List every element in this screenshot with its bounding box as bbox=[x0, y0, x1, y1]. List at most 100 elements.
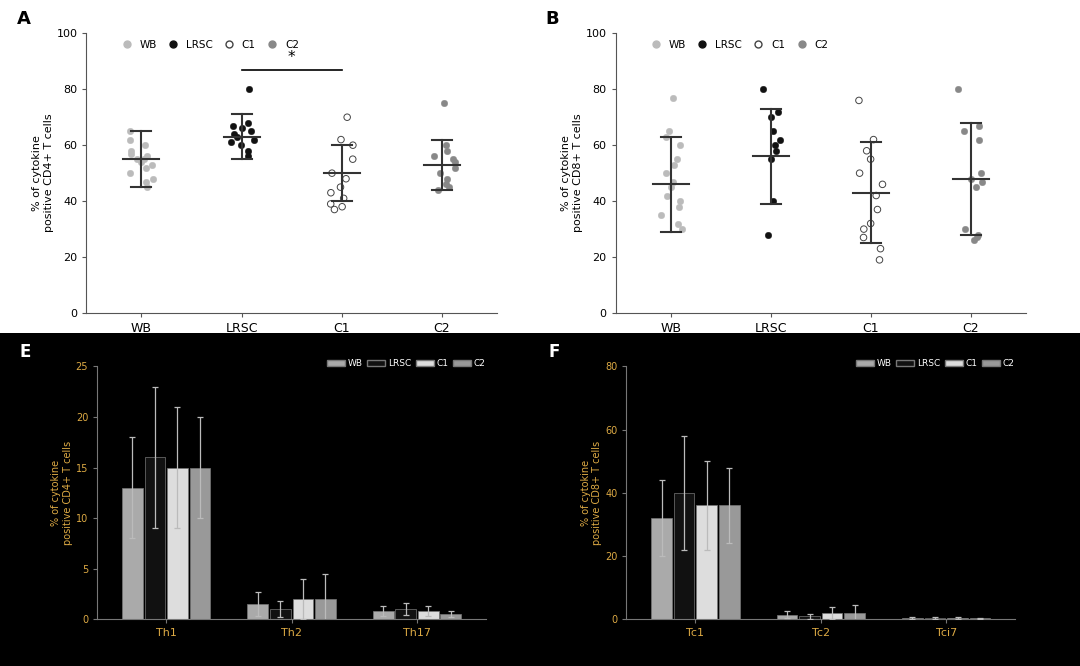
Point bbox=[129, 154, 146, 165]
Point bbox=[858, 145, 875, 156]
Point bbox=[855, 224, 873, 234]
Point bbox=[438, 173, 456, 184]
Point bbox=[240, 117, 257, 128]
Point bbox=[762, 112, 780, 123]
Point bbox=[662, 182, 679, 192]
Point bbox=[446, 163, 463, 173]
Bar bbox=[719, 505, 740, 619]
Bar bbox=[373, 611, 393, 619]
Point bbox=[755, 84, 772, 95]
Point bbox=[121, 135, 138, 145]
Point bbox=[674, 224, 691, 234]
Point bbox=[855, 232, 873, 243]
Point bbox=[232, 140, 249, 151]
Point bbox=[765, 196, 782, 206]
Point bbox=[669, 154, 686, 165]
Point bbox=[132, 157, 149, 167]
Point bbox=[233, 123, 251, 134]
Point bbox=[766, 140, 783, 151]
Point bbox=[445, 154, 462, 165]
Point bbox=[337, 173, 354, 184]
Point bbox=[956, 126, 973, 137]
Point bbox=[121, 168, 138, 178]
Point bbox=[326, 204, 343, 215]
Point bbox=[123, 145, 140, 156]
Point bbox=[332, 182, 349, 192]
Point bbox=[671, 201, 688, 212]
Point bbox=[962, 173, 980, 184]
Bar bbox=[845, 613, 865, 619]
Bar bbox=[799, 616, 820, 619]
Point bbox=[969, 232, 986, 243]
Point bbox=[322, 198, 339, 209]
Bar bbox=[122, 488, 143, 619]
Bar bbox=[947, 618, 968, 619]
Text: E: E bbox=[19, 343, 31, 361]
Point bbox=[123, 149, 140, 159]
Bar bbox=[270, 609, 291, 619]
Point bbox=[441, 182, 458, 192]
Point bbox=[762, 154, 780, 165]
Point bbox=[139, 182, 157, 192]
Legend: WB, LRSC, C1, C2: WB, LRSC, C1, C2 bbox=[323, 356, 489, 372]
Point bbox=[323, 168, 340, 178]
Point bbox=[664, 176, 681, 187]
Point bbox=[338, 112, 355, 123]
Point bbox=[228, 131, 245, 142]
Point bbox=[769, 107, 786, 117]
Point bbox=[239, 151, 256, 162]
Point bbox=[333, 135, 350, 145]
Point bbox=[241, 84, 258, 95]
Point bbox=[970, 229, 987, 240]
Bar bbox=[674, 493, 694, 619]
Point bbox=[665, 159, 683, 170]
Bar bbox=[190, 468, 211, 619]
Point bbox=[771, 135, 788, 145]
Bar bbox=[902, 618, 922, 619]
Point bbox=[872, 243, 889, 254]
Text: B: B bbox=[545, 10, 559, 28]
Point bbox=[345, 154, 362, 165]
Point bbox=[446, 157, 463, 167]
Point bbox=[136, 140, 153, 151]
Point bbox=[431, 168, 448, 178]
Text: *: * bbox=[287, 51, 296, 65]
Bar bbox=[441, 614, 461, 619]
Point bbox=[867, 190, 885, 201]
Point bbox=[658, 131, 675, 142]
Point bbox=[672, 140, 689, 151]
Point bbox=[862, 218, 879, 229]
Point bbox=[135, 154, 152, 165]
Point bbox=[345, 140, 362, 151]
Point bbox=[658, 168, 675, 178]
Point bbox=[225, 129, 242, 139]
Point bbox=[245, 135, 262, 145]
Text: A: A bbox=[16, 10, 30, 28]
Point bbox=[850, 95, 867, 106]
Y-axis label: % of cytokine
positive CD8+ T cells: % of cytokine positive CD8+ T cells bbox=[581, 441, 603, 545]
Point bbox=[430, 184, 447, 195]
Point bbox=[225, 121, 242, 131]
Point bbox=[966, 235, 983, 246]
Point bbox=[868, 204, 886, 215]
Bar bbox=[777, 615, 797, 619]
Bar bbox=[822, 613, 842, 619]
Point bbox=[437, 140, 455, 151]
Point bbox=[968, 182, 985, 192]
Y-axis label: % of cytokine
positive CD4+ T cells: % of cytokine positive CD4+ T cells bbox=[51, 441, 72, 545]
Bar bbox=[167, 468, 188, 619]
Point bbox=[971, 121, 988, 131]
Point bbox=[765, 126, 782, 137]
Bar bbox=[651, 518, 672, 619]
Point bbox=[436, 98, 454, 109]
Y-axis label: % of cytokine
positive CD4+ T cells: % of cytokine positive CD4+ T cells bbox=[32, 114, 54, 232]
Point bbox=[660, 126, 677, 137]
Point bbox=[870, 254, 888, 265]
Point bbox=[322, 187, 339, 198]
Point bbox=[972, 168, 989, 178]
Bar bbox=[247, 604, 268, 619]
Point bbox=[669, 218, 686, 229]
Text: F: F bbox=[549, 343, 561, 361]
Legend: WB, LRSC, C1, C2: WB, LRSC, C1, C2 bbox=[852, 356, 1018, 372]
Point bbox=[144, 159, 161, 170]
